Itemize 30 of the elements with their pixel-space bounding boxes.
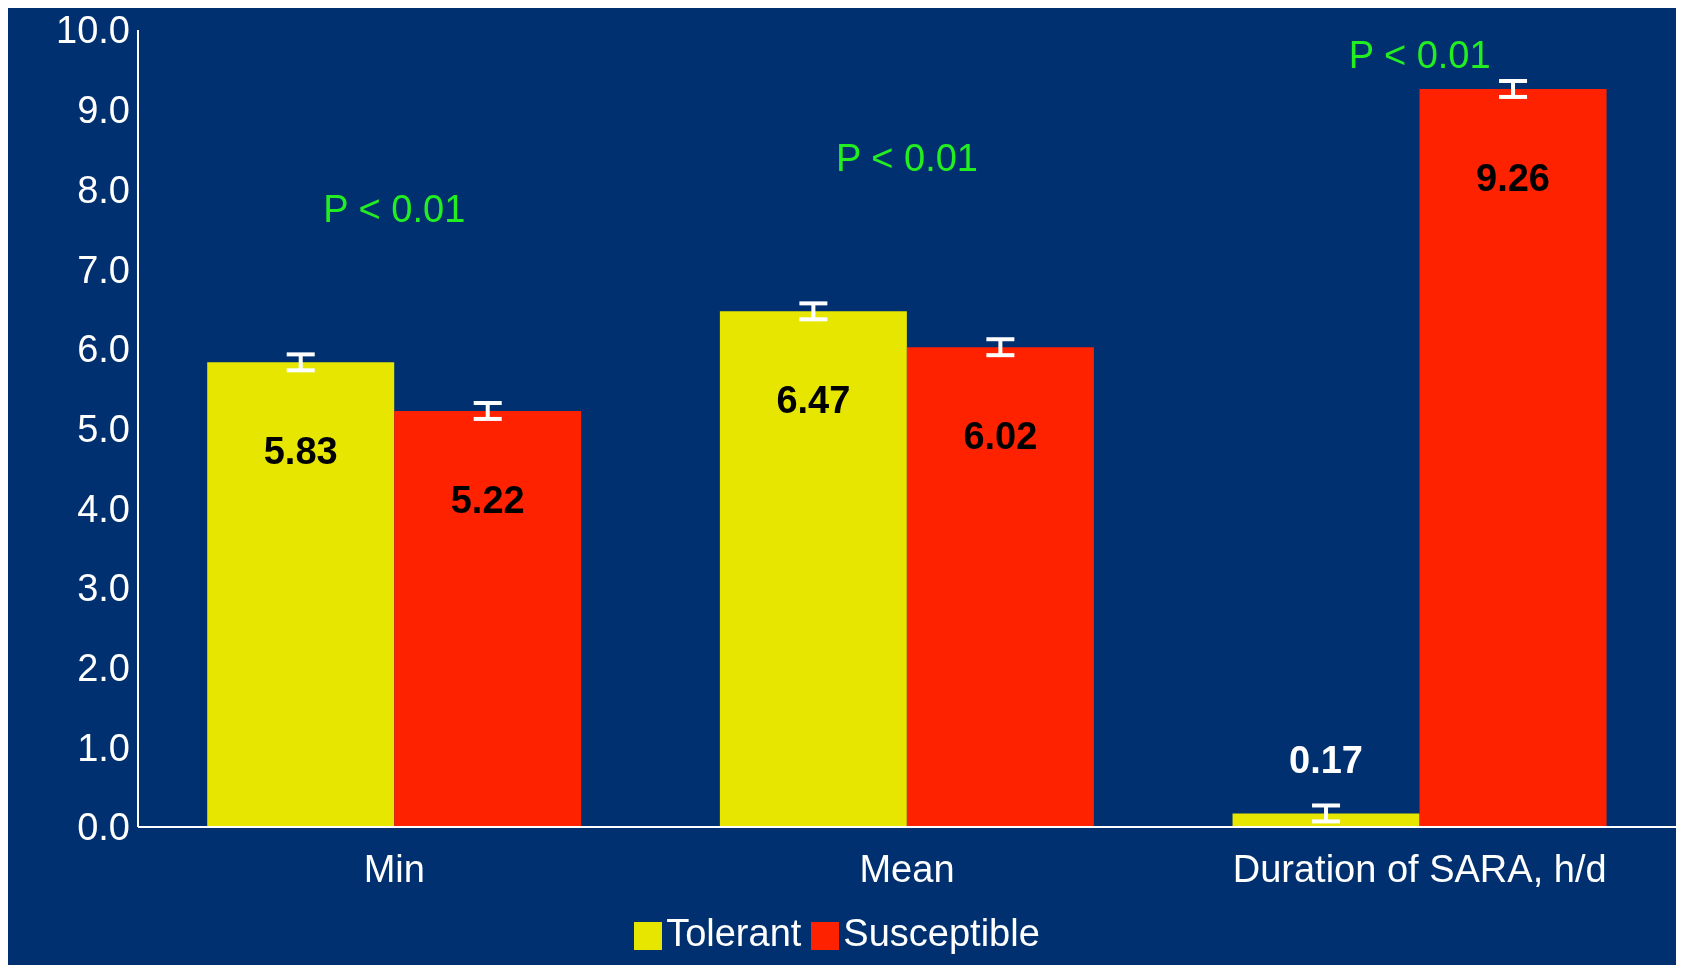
y-tick-label: 5.0	[77, 407, 130, 450]
y-tick-label: 0.0	[77, 806, 130, 849]
bar	[719, 311, 907, 827]
legend-label: Susceptible	[843, 912, 1040, 954]
y-tick-label: 8.0	[77, 168, 130, 211]
data-label: 5.22	[450, 479, 525, 521]
y-tick-label: 2.0	[77, 647, 130, 690]
annotation: P < 0.01	[1348, 34, 1491, 77]
x-tick-label: Min	[363, 847, 425, 890]
annotation: P < 0.01	[323, 188, 466, 231]
bar	[1419, 88, 1607, 827]
y-tick-label: 7.0	[77, 248, 130, 291]
y-tick-label: 6.0	[77, 328, 130, 371]
x-tick-label: Duration of SARA, h/d	[1232, 847, 1607, 890]
data-label: 9.26	[1476, 157, 1551, 200]
legend-label: Tolerant	[666, 912, 802, 954]
y-tick-label: 9.0	[77, 89, 130, 132]
y-tick-label: 4.0	[77, 487, 130, 530]
x-tick-label: Mean	[859, 847, 955, 890]
y-tick-label: 3.0	[77, 567, 130, 610]
y-tick-label: 1.0	[77, 726, 130, 769]
annotation: P < 0.01	[836, 137, 978, 180]
y-tick-label: 10.0	[56, 9, 130, 52]
data-label: 5.83	[263, 430, 338, 473]
bar	[906, 347, 1094, 827]
data-label: 6.02	[963, 415, 1038, 458]
data-label: 0.17	[1289, 739, 1364, 782]
data-label: 6.47	[776, 379, 851, 422]
bar	[207, 362, 395, 827]
bar	[394, 410, 582, 827]
